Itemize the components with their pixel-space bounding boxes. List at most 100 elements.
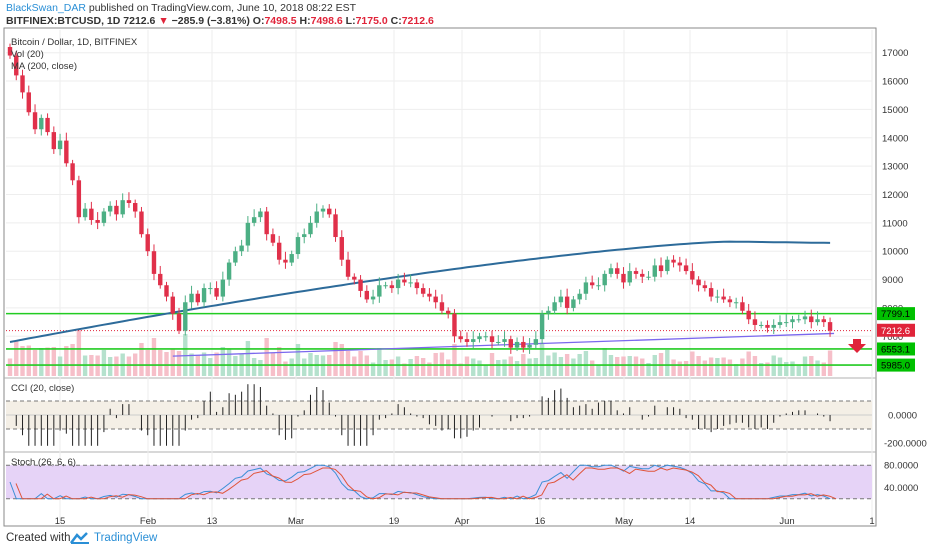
author-link[interactable]: BlackSwan_DAR xyxy=(6,2,86,14)
candle-body xyxy=(220,279,226,297)
candle-body xyxy=(95,220,100,223)
candle-body xyxy=(308,222,313,235)
low-label: L: xyxy=(345,15,356,27)
candle-body xyxy=(665,259,670,272)
candle-body xyxy=(320,208,326,212)
candle-body xyxy=(107,205,113,212)
volume-bar xyxy=(51,347,57,376)
y-tick-label: 10000 xyxy=(882,247,908,258)
volume-bar xyxy=(508,356,513,376)
candle-body xyxy=(784,322,789,324)
volume-bar xyxy=(64,346,69,376)
candle-body xyxy=(446,310,451,314)
volume-bar xyxy=(627,356,632,376)
candle-body xyxy=(827,322,833,331)
candle-body xyxy=(483,336,488,338)
high-value: 7498.6 xyxy=(310,15,343,27)
volume-bar xyxy=(733,364,739,376)
volume-bar xyxy=(370,362,376,376)
close-label: C: xyxy=(390,15,402,27)
candle-body xyxy=(646,276,651,278)
volume-bar xyxy=(621,356,626,376)
volume-bar xyxy=(696,356,701,376)
created-with-label: Created with xyxy=(6,532,71,544)
volume-bar xyxy=(539,342,545,376)
candle-body xyxy=(289,254,294,263)
candle-body xyxy=(615,268,620,274)
candle-body xyxy=(602,273,607,286)
candle-body xyxy=(809,316,814,323)
volume-bar xyxy=(170,349,175,376)
volume-bar xyxy=(414,356,420,376)
volume-bar xyxy=(176,351,182,376)
candles xyxy=(7,43,833,354)
volume-bar xyxy=(358,351,363,376)
candle-body xyxy=(139,211,144,235)
volume-bar xyxy=(283,361,288,376)
volume-bar xyxy=(721,357,726,376)
candle-body xyxy=(32,112,38,130)
volume-bar xyxy=(777,357,783,376)
x-tick-label: 1 xyxy=(869,516,874,527)
volume-bar xyxy=(740,358,745,376)
time-axis: 15 Feb 13 Mar 19 Apr 16 May 14 Jun 1 xyxy=(55,516,875,527)
open-label: O: xyxy=(252,15,265,27)
x-tick-label: Apr xyxy=(455,516,470,527)
x-tick-label: 19 xyxy=(389,516,400,527)
legend-vol: Vol (20) xyxy=(11,49,44,60)
volume-bar xyxy=(759,363,764,376)
trendline xyxy=(172,332,835,357)
candle-body xyxy=(245,222,251,246)
x-tick-label: 15 xyxy=(55,516,66,527)
y-tick-label: 17000 xyxy=(882,48,908,59)
candle-body xyxy=(652,265,657,277)
candle-body xyxy=(608,268,614,274)
stoch-d-line xyxy=(15,467,837,500)
candle-body xyxy=(546,310,551,314)
chart-header: BlackSwan_DAR published on TradingView.c… xyxy=(4,0,924,28)
level-lines xyxy=(6,312,872,366)
volume-bar xyxy=(7,358,13,376)
candle-body xyxy=(408,282,413,284)
candle-body xyxy=(89,208,94,221)
low-value: 7175.0 xyxy=(355,15,388,27)
volume-bar xyxy=(784,362,789,376)
volume-bar xyxy=(464,356,470,376)
stoch-tick: 80.0000 xyxy=(884,461,918,472)
candle-body xyxy=(708,288,714,297)
price-label-box xyxy=(877,358,915,372)
price-label-box xyxy=(877,323,915,337)
volume-bar xyxy=(26,345,31,376)
candle-body xyxy=(126,200,132,203)
candle-body xyxy=(20,75,25,93)
chart-gridlines xyxy=(6,30,873,524)
volume-bar xyxy=(702,360,708,376)
tradingview-brand[interactable]: TradingView xyxy=(94,532,158,544)
candle-body xyxy=(564,296,570,308)
volume-bar xyxy=(220,347,226,376)
candle-body xyxy=(502,339,507,342)
volume-bar xyxy=(345,351,351,376)
volume-bar xyxy=(145,350,150,376)
candle-body xyxy=(176,313,182,331)
x-tick-label: Jun xyxy=(779,516,794,527)
candle-body xyxy=(389,285,395,289)
price-axis: 6000700080009000100001100012000130001400… xyxy=(882,48,908,371)
price-label-text: 5985.0 xyxy=(881,361,910,372)
candle-body xyxy=(70,163,75,181)
price-chart[interactable]: 6000700080009000100001100012000130001400… xyxy=(0,0,932,527)
candle-body xyxy=(57,140,63,150)
volume-bar xyxy=(677,361,683,376)
candle-body xyxy=(727,299,733,303)
symbol-label: BITFINEX:BTCUSD, 1D xyxy=(6,15,121,27)
y-tick-label: 15000 xyxy=(882,105,908,116)
volume-bar xyxy=(20,346,25,376)
candle-body xyxy=(690,271,695,280)
candle-body xyxy=(214,288,219,297)
candle-body xyxy=(527,344,532,348)
volume-bar xyxy=(408,359,413,376)
volume-bar xyxy=(76,328,82,376)
volume-bar xyxy=(752,356,758,376)
candle-body xyxy=(383,285,388,287)
candle-body xyxy=(352,276,357,280)
